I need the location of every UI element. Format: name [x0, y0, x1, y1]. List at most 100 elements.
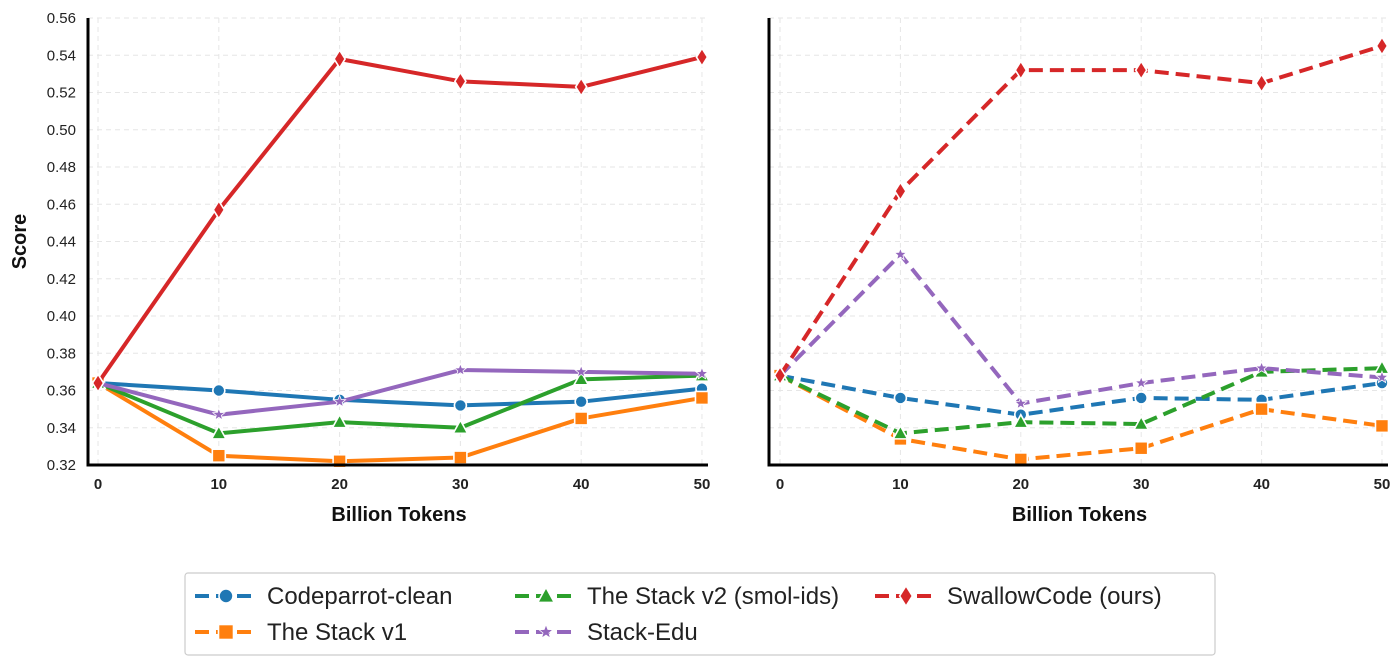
- y-tick-label: 0.48: [47, 159, 76, 176]
- data-point: [333, 48, 347, 70]
- legend-marker: [898, 584, 914, 608]
- data-point: [453, 362, 468, 377]
- data-point: [893, 391, 908, 405]
- data-point: [573, 411, 589, 426]
- data-point: [332, 394, 347, 408]
- legend-item-codeparrot-clean: Codeparrot-clean: [195, 583, 452, 610]
- series-line: [779, 373, 1383, 462]
- x-tick-label: 10: [210, 476, 227, 493]
- data-point: [451, 418, 469, 435]
- legend-label: The Stack v2 (smol-ids): [587, 583, 839, 610]
- data-point: [572, 370, 590, 386]
- x-axis-label: Billion Tokens: [331, 504, 466, 526]
- data-point: [1134, 375, 1149, 390]
- series-line: [97, 368, 702, 417]
- data-point: [331, 413, 349, 429]
- legend-label: Stack-Edu: [587, 619, 698, 646]
- data-point: [694, 390, 710, 406]
- legend-item-swallowcode-ours: SwallowCode (ours): [875, 583, 1162, 610]
- x-tick-label: 20: [1012, 476, 1029, 493]
- data-point: [210, 424, 228, 440]
- data-point: [893, 180, 907, 202]
- series-line: [97, 381, 703, 408]
- data-point: [1134, 59, 1148, 81]
- right-panel: 0 10 20 30 40 50 Billion Tokens: [767, 17, 1391, 526]
- legend-marker: [537, 623, 555, 639]
- series-line: [778, 252, 1383, 406]
- data-point: [212, 383, 226, 398]
- data-point: [1374, 370, 1390, 384]
- legend-marker: [536, 585, 556, 604]
- y-tick-label: 0.42: [47, 271, 76, 288]
- legend-label: Codeparrot-clean: [267, 583, 452, 610]
- data-point: [211, 407, 226, 421]
- series-the-stack-v1: [772, 368, 1390, 467]
- y-tick-label: 0.32: [47, 457, 76, 474]
- y-tick-label: 0.38: [47, 345, 76, 362]
- y-tick-label: 0.46: [47, 196, 76, 213]
- series-line: [778, 44, 1383, 377]
- y-axis-label: Score: [9, 214, 31, 270]
- y-tick-label: 0.40: [47, 308, 76, 325]
- data-point: [574, 364, 589, 378]
- data-point: [1012, 413, 1030, 429]
- data-point: [574, 76, 588, 98]
- series-line: [779, 373, 1383, 417]
- y-tick-label: 0.44: [47, 234, 76, 251]
- series-swallowcode-ours: [773, 35, 1389, 386]
- y-tick-label: 0.52: [47, 85, 76, 102]
- legend-marker: [218, 588, 234, 604]
- series-line: [779, 366, 1383, 436]
- x-tick-label: 50: [1374, 476, 1391, 493]
- y-tick-label: 0.50: [47, 122, 76, 139]
- series-stack-edu: [772, 247, 1390, 410]
- data-point: [91, 372, 105, 394]
- data-point: [695, 46, 709, 68]
- left-panel: 0 10 20 30 40 50 0.32 0.34 0.36 0.38 0.40 0.42 0.44 0…: [9, 10, 711, 526]
- data-point: [453, 71, 467, 92]
- x-tick-label: 40: [573, 476, 590, 493]
- x-tick-label: 50: [694, 476, 711, 493]
- legend-marker: [217, 623, 235, 641]
- legend-item-the-stack-v1: The Stack v1: [195, 619, 407, 646]
- data-point: [1133, 440, 1149, 456]
- series-line: [97, 373, 703, 436]
- x-tick-label: 30: [452, 476, 469, 493]
- data-point: [1013, 396, 1028, 410]
- y-tick-label: 0.36: [47, 383, 76, 400]
- series-codeparrot-clean: [91, 376, 709, 413]
- data-point: [1255, 72, 1269, 94]
- data-point: [1014, 59, 1028, 81]
- x-tick-label: 0: [94, 476, 102, 493]
- data-point: [1374, 418, 1390, 434]
- data-point: [212, 199, 226, 221]
- x-axis-label: Billion Tokens: [1012, 504, 1147, 526]
- series-swallowcode-ours: [91, 46, 709, 394]
- data-point: [453, 450, 468, 465]
- data-point: [694, 366, 710, 380]
- series-line: [96, 55, 703, 385]
- data-point: [773, 365, 787, 386]
- legend-frame: [184, 572, 1216, 656]
- data-point: [453, 398, 468, 413]
- y-tick-label: 0.34: [47, 420, 76, 437]
- data-point: [893, 247, 908, 261]
- y-tick-label: 0.54: [47, 47, 76, 64]
- legend-item-stack-edu: Stack-Edu: [515, 619, 698, 646]
- series-line: [97, 381, 703, 464]
- data-point: [1134, 391, 1148, 405]
- y-tick-label: 0.56: [47, 10, 76, 27]
- x-tick-label: 40: [1253, 476, 1270, 493]
- data-point: [1375, 35, 1389, 57]
- x-tick-label: 20: [331, 476, 348, 493]
- legend: Codeparrot-clean The Stack v2 (smol-ids) S…: [184, 572, 1216, 656]
- data-point: [211, 448, 227, 463]
- data-point: [1254, 401, 1269, 417]
- legend-label: SwallowCode (ours): [947, 583, 1162, 610]
- legend-item-the-stack-v2-smol-ids: The Stack v2 (smol-ids): [515, 583, 839, 610]
- x-tick-label: 30: [1133, 476, 1150, 493]
- grid: [769, 17, 1388, 466]
- legend-label: The Stack v1: [267, 619, 407, 646]
- data-point: [1132, 414, 1150, 431]
